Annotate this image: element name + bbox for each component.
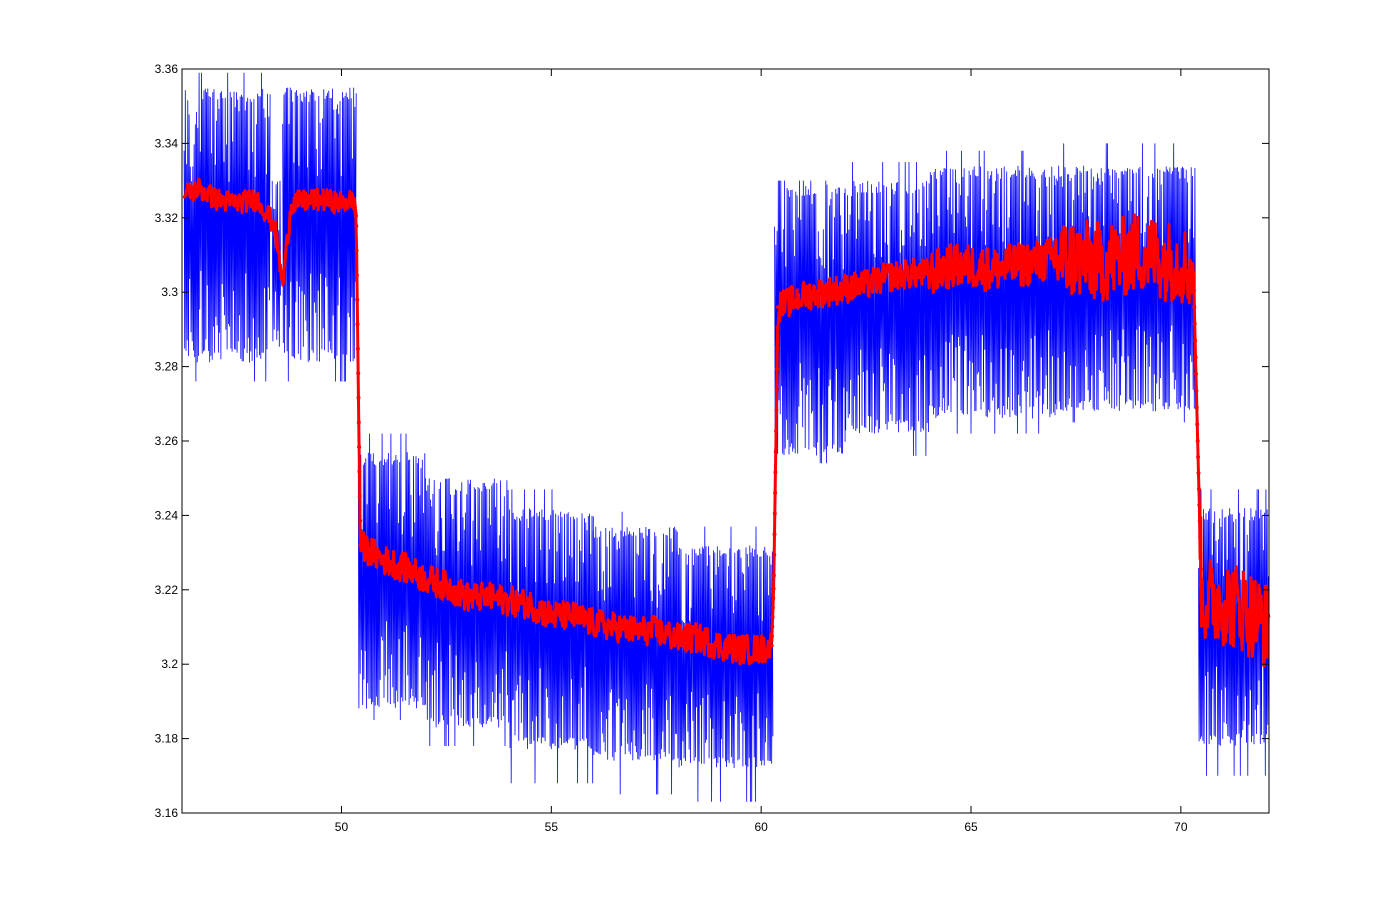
transition-marker xyxy=(772,532,777,537)
transition-marker xyxy=(775,346,780,351)
transition-marker xyxy=(771,586,776,591)
raw-signal-segment-0 xyxy=(183,72,271,382)
transition-marker xyxy=(1199,567,1203,571)
transition-marker xyxy=(1197,519,1202,523)
transition-marker xyxy=(1195,439,1200,443)
transition-marker xyxy=(1194,372,1198,376)
transition-marker xyxy=(357,469,362,474)
transition-marker xyxy=(358,543,363,548)
transition-marker xyxy=(772,552,777,557)
x-tick-label: 55 xyxy=(545,820,559,834)
smoothed-signal-line xyxy=(182,177,1271,668)
transition-marker xyxy=(771,573,776,578)
transition-marker xyxy=(1193,338,1198,343)
transition-marker xyxy=(773,490,778,495)
transition-marker xyxy=(357,494,362,499)
transition-marker xyxy=(354,273,359,278)
transition-marker xyxy=(769,643,774,648)
transition-marker xyxy=(355,346,360,351)
transition-marker xyxy=(354,213,358,218)
transition-marker xyxy=(1191,288,1196,293)
y-axis: 3.16 3.18 3.2 3.22 3.24 3.26 3.28 3.3 3.32 3.34 3.… xyxy=(155,62,1269,820)
y-tick-label: 3.36 xyxy=(155,62,179,76)
y-tick-label: 3.22 xyxy=(155,583,179,597)
transition-marker xyxy=(1191,271,1196,276)
transition-marker xyxy=(1198,551,1203,555)
transition-marker xyxy=(356,395,361,400)
transition-marker xyxy=(1192,321,1197,326)
transition-marker xyxy=(774,429,779,433)
raw-signal-segment-4 xyxy=(425,478,510,747)
transition-marker xyxy=(1196,455,1201,459)
transition-marker xyxy=(770,605,775,610)
y-tick-label: 3.18 xyxy=(155,732,179,746)
transition-marker xyxy=(354,248,359,253)
y-tick-label: 3.34 xyxy=(155,136,179,150)
transition-marker xyxy=(356,371,361,376)
transition-marker xyxy=(1194,388,1199,393)
transition-marker xyxy=(1195,422,1200,427)
y-tick-label: 3.26 xyxy=(155,434,179,448)
transition-marker xyxy=(773,470,778,475)
transition-marker xyxy=(771,596,776,601)
y-tick-label: 3.28 xyxy=(155,360,179,374)
transition-marker xyxy=(1197,503,1202,507)
y-tick-label: 3.24 xyxy=(155,508,179,522)
x-tick-label: 60 xyxy=(754,820,768,834)
transition-marker xyxy=(355,297,360,302)
transition-marker xyxy=(356,420,361,425)
raw-signal-segment-6 xyxy=(592,511,678,795)
transition-marker xyxy=(1194,405,1199,410)
y-tick-label: 3.3 xyxy=(161,285,178,299)
transition-marker xyxy=(354,224,359,228)
transition-marker xyxy=(1199,599,1204,603)
raw-signal-segment-2 xyxy=(282,87,357,382)
transition-marker xyxy=(1198,535,1203,539)
y-tick-label: 3.32 xyxy=(155,211,179,225)
transition-marker xyxy=(357,445,362,449)
x-tick-label: 50 xyxy=(335,820,349,834)
transition-marker xyxy=(774,387,779,392)
transition-marker xyxy=(355,322,360,327)
smoothed-signal-series xyxy=(182,177,1271,668)
transition-marker xyxy=(772,511,777,516)
transition-marker xyxy=(358,518,363,523)
raw-signal-segment-12 xyxy=(1198,489,1270,776)
transition-marker xyxy=(1192,305,1197,310)
transition-marker xyxy=(774,408,779,413)
transition-marker xyxy=(770,634,774,639)
transition-marker xyxy=(775,367,779,371)
transition-marker xyxy=(773,449,778,454)
transition-marker xyxy=(1193,355,1198,360)
raw-signal-segment-5 xyxy=(509,489,594,784)
x-tick-label: 65 xyxy=(964,820,978,834)
transition-marker xyxy=(1196,487,1201,491)
y-tick-label: 3.16 xyxy=(155,806,179,820)
transition-marker xyxy=(776,305,780,310)
transition-marker xyxy=(770,615,775,620)
transition-marker xyxy=(1199,583,1204,587)
transition-marker xyxy=(1196,471,1201,475)
x-tick-label: 70 xyxy=(1174,820,1188,834)
transition-marker xyxy=(770,624,775,629)
transition-marker xyxy=(775,325,780,330)
x-axis: 50 55 60 65 70 xyxy=(335,69,1188,834)
y-tick-label: 3.2 xyxy=(161,657,178,671)
